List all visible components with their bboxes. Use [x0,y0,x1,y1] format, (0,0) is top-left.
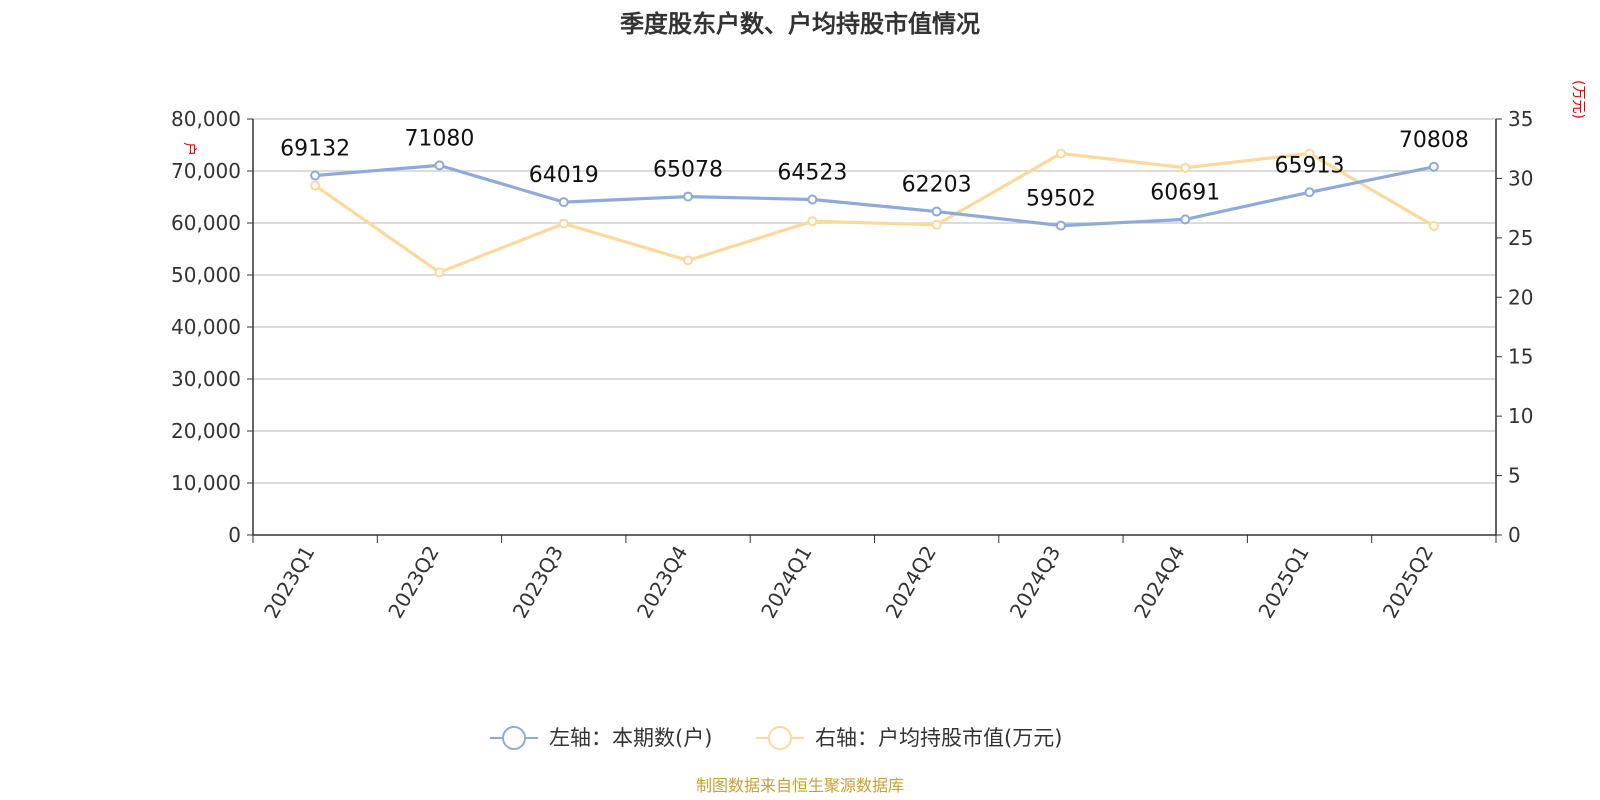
series-point-left [1304,187,1315,198]
legend-label-left: 左轴：本期数(户) [549,726,712,750]
series-point-left [310,170,321,181]
left-tick-label: 80,000 [171,107,241,131]
series-point-left [807,194,818,205]
right-axis-ticks: 0 5 10 15 20 25 30 35 [1496,107,1533,547]
series-point-right [1180,162,1191,173]
left-axis-unit: 户 [181,142,198,156]
x-tick-label: 2024Q3 [1005,542,1065,623]
data-label: 64523 [777,160,847,185]
right-tick-label: 10 [1508,404,1533,428]
right-tick-label: 25 [1508,226,1533,250]
source-note: 制图数据来自恒生聚源数据库 [696,776,904,795]
left-tick-label: 20,000 [171,419,241,443]
series-point-left [434,160,445,171]
series-group [310,148,1439,278]
series-point-right [1055,148,1066,159]
legend-marker-left [502,726,526,750]
x-tick-label: 2023Q1 [259,542,319,623]
series-point-right [931,219,942,230]
series-line-left [315,163,1435,228]
series-point-right [1428,220,1439,231]
left-tick-label: 10,000 [171,471,241,495]
series-point-left [683,191,694,202]
data-label: 71080 [404,126,474,151]
chart-title: 季度股东户数、户均持股市值情况 [620,10,980,38]
series-point-left [1180,214,1191,225]
left-tick-label: 50,000 [171,263,241,287]
data-label: 70808 [1399,128,1469,153]
series-point-right [434,267,445,278]
series-point-right [807,216,818,227]
series-line-right [314,151,1435,274]
data-label: 62203 [902,173,972,198]
series-point-right [558,218,569,229]
x-tick-label: 2023Q3 [508,542,568,623]
data-label: 65078 [653,158,723,183]
data-labels: 69132 71080 64019 65078 64523 62203 59502 60691… [280,126,1469,211]
left-tick-label: 30,000 [171,367,241,391]
right-tick-label: 15 [1508,345,1533,369]
right-axis-unit: (万元) [1570,80,1586,119]
series-point-right [683,255,694,266]
series-point-left [558,197,569,208]
right-tick-label: 35 [1508,107,1533,131]
data-label: 64019 [529,163,599,188]
legend-label-right: 右轴：户均持股市值(万元) [815,726,1062,750]
series-point-left [1055,220,1066,231]
x-tick-label: 2023Q2 [383,542,443,623]
left-tick-label: 60,000 [171,211,241,235]
x-tick-label: 2025Q2 [1378,542,1438,623]
legend[interactable]: 左轴：本期数(户) 右轴：户均持股市值(万元) [490,726,1062,750]
series-point-left [1428,161,1439,172]
series-point-right [1304,148,1315,159]
left-tick-label: 0 [228,523,241,547]
x-tick-label: 2023Q4 [632,542,692,623]
right-tick-label: 5 [1508,464,1521,488]
legend-marker-right [768,726,792,750]
data-label: 60691 [1150,180,1220,205]
right-tick-label: 0 [1508,523,1521,547]
series-point-right [310,180,321,191]
data-label: 65913 [1275,153,1345,178]
x-tick-label: 2024Q2 [881,542,941,623]
series-point-left [931,206,942,217]
data-label: 69132 [280,137,350,162]
x-axis-ticks: 2023Q1 2023Q2 2023Q3 2023Q4 2024Q1 2024Q2 2024… [252,535,1497,623]
right-tick-label: 30 [1508,166,1533,190]
x-tick-label: 2025Q1 [1253,542,1313,623]
x-tick-label: 2024Q4 [1129,542,1189,623]
left-tick-label: 70,000 [171,159,241,183]
right-tick-label: 20 [1508,285,1533,309]
left-axis-ticks: 0 10,000 20,000 30,000 40,000 50,000 60,000 70,… [171,107,253,547]
x-tick-label: 2024Q1 [756,542,816,623]
data-label: 59502 [1026,187,1096,212]
left-tick-label: 40,000 [171,315,241,339]
